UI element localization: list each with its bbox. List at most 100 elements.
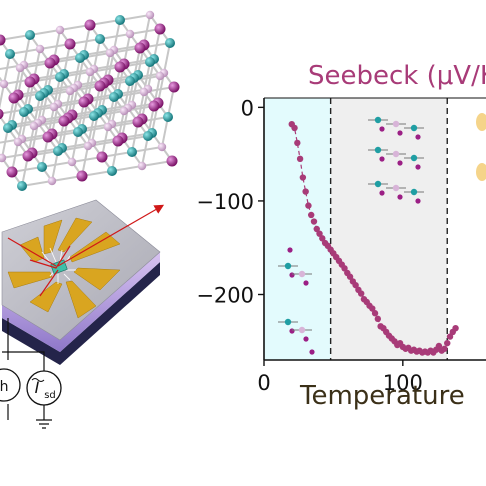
phase-boundaries [329,98,448,360]
crystal-lattice [0,10,180,191]
lattice-atom [35,91,45,101]
current-source-circle [26,370,62,406]
lattice-atom [25,30,35,40]
tilde-mark [31,378,45,382]
lattice-atom [49,102,59,112]
lattice-atom [115,15,125,25]
spin-insets [278,113,486,355]
lattice-atom [67,157,77,167]
measurement-lines [7,204,165,297]
lattice-atom [29,121,39,131]
x-axis-label: Temperature [299,381,465,411]
lattice-atom [154,23,166,35]
device-chip: h I sd [0,199,165,429]
lattice-atom [134,42,146,54]
data-point [444,339,451,347]
spin-chain-mid-a [368,116,424,140]
data-point [452,324,459,332]
lattice-atom [42,131,54,143]
current-source-subscript: sd [44,390,56,401]
data-point [316,230,323,237]
lattice-atom [166,155,178,167]
lattice-atom [137,161,147,171]
data-point [305,202,312,209]
lattice-atom [107,166,117,176]
gold-glow-inset [476,163,486,181]
lattice-atom [0,34,6,46]
lattice-atom [163,112,173,122]
phase-region-2 [330,98,448,360]
axes: 0 −100 −200 0 100 [196,96,486,395]
data-point [435,342,443,350]
lattice-atom [75,53,85,63]
lattice-atom [73,127,83,137]
circuit-wires [2,318,52,429]
lattice-atom [145,57,155,67]
phase-region-3 [447,98,486,360]
lattice-atom [84,19,96,31]
phase-region-1 [264,98,331,360]
data-point [346,273,354,280]
spin-chain-left-a [278,262,312,286]
lattice-atom [64,38,76,50]
lattice-atom [22,150,34,162]
data-series [288,121,459,356]
lattice-atom [35,44,45,54]
data-point [310,218,318,225]
spin-chain-mid-b [368,146,424,170]
lattice-atom [78,96,90,108]
lattice-atom [85,67,95,77]
lattice-atom [139,87,149,97]
data-point [296,155,304,163]
lattice-atom [127,147,137,157]
lattice-atom [94,80,106,92]
data-point [371,310,379,317]
gold-electrodes [7,217,121,319]
x-tick-label: 100 [383,371,423,395]
data-point [319,235,326,242]
lattice-atom [109,92,119,102]
chip-purple-layer [2,252,160,352]
lattice-atom [105,48,115,58]
y-tick-label: 0 [241,96,254,120]
lattice-atom [165,38,175,48]
lattice-atom [24,76,36,88]
gold-glow-inset [476,113,486,131]
lattice-atom [145,10,155,20]
lattice-atom [8,92,20,104]
spin-chain-left-b [278,318,312,342]
source-h-circle [0,368,21,402]
lattice-atom [58,115,70,127]
data-point [341,265,348,272]
data-point [441,345,448,352]
data-point [446,333,454,340]
lattice-atom [155,71,165,81]
lattice-atom [157,142,167,152]
lattice-atom [114,61,126,73]
x-tick-label: 0 [257,371,270,395]
data-point [374,315,382,323]
lattice-atom [96,151,108,163]
lattice-atom [125,29,135,39]
lattice-atom [95,34,105,44]
lattice-atom [143,131,153,141]
data-point [369,305,376,312]
lattice-atom [6,166,18,178]
current-source-label: I [35,378,40,397]
lattice-atom [3,123,13,133]
phase-regions [264,98,486,360]
data-point [302,188,309,195]
lattice-atom [65,86,75,96]
lattice-atom [76,170,88,182]
lattice-atom [15,63,25,73]
lattice-atom [37,162,47,172]
lattice-atom [132,116,144,128]
lattice-atom [19,107,29,117]
lattice-atom [17,181,27,191]
lattice-atom [5,49,15,59]
lattice-atom [168,81,180,93]
lattice-atom [13,137,23,147]
lattice-atom [53,146,63,156]
lattice-atom [103,122,113,132]
data-point [357,290,365,297]
